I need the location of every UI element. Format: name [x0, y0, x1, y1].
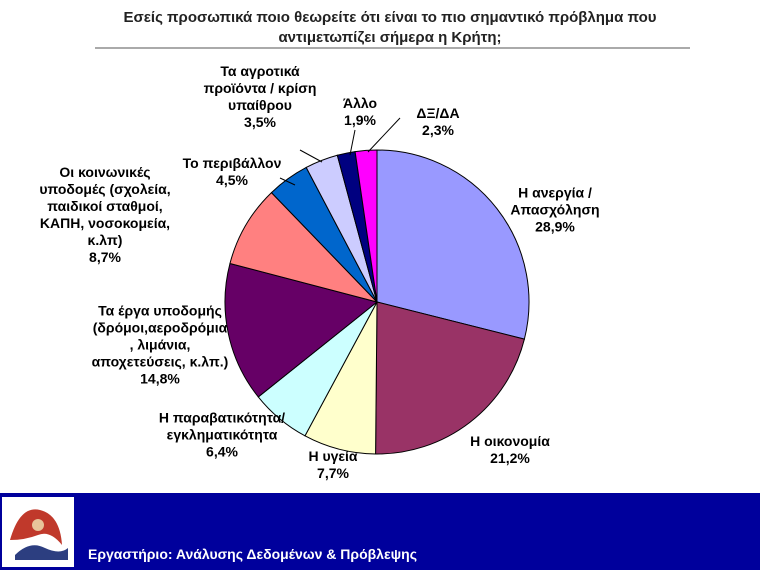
slice-label: ΔΞ/ΔΑ 2,3%	[416, 105, 459, 139]
slice-value: 1,9%	[344, 112, 376, 128]
slice-name: Οι κοινωνικές υποδομές (σχολεία, παιδικο…	[39, 164, 171, 248]
slice-value: 21,2%	[490, 450, 530, 466]
footer-bar	[0, 493, 760, 570]
slice-value: 14,8%	[140, 370, 180, 387]
slice-value: 28,9%	[535, 218, 575, 235]
slice-label: Τα έργα υποδομής (δρόμοι,αεροδρόμια , λι…	[92, 303, 229, 388]
slice-value: 4,5%	[216, 172, 248, 188]
slice-name: Η οικονομία	[470, 433, 550, 449]
pie-slice	[224, 262, 379, 398]
slice-value: 6,4%	[206, 443, 238, 460]
slice-label: Η οικονομία 21,2%	[470, 433, 550, 467]
slice-label: Τα αγροτικά προϊόντα / κρίση υπαίθρου 3,5…	[204, 63, 317, 131]
slice-name: Η παραβατικότητα/ εγκληματικότητα	[158, 409, 286, 443]
slice-name: ΔΞ/ΔΑ	[416, 105, 460, 121]
pie-slice	[354, 149, 378, 303]
logo	[10, 509, 68, 560]
leader-line	[279, 177, 296, 186]
slice-label: Το περιβάλλον 4,5%	[183, 155, 282, 189]
slice-name: Η υγεία	[308, 448, 358, 464]
pie-slice	[376, 149, 530, 340]
slice-label: Η ανεργία / Απασχόληση 28,9%	[510, 185, 599, 236]
slice-label: Η υγεία 7,7%	[308, 448, 357, 482]
slice-value: 3,5%	[244, 114, 276, 130]
slice-name: Το περιβάλλον	[182, 155, 282, 171]
leader-line	[367, 117, 401, 153]
footer-text: Εργαστήριο: Ανάλυσης Δεδομένων & Πρόβλεψ…	[88, 546, 417, 562]
slice-label: Οι κοινωνικές υποδομές (σχολεία, παιδικο…	[39, 164, 170, 266]
pie-slice	[375, 301, 525, 455]
slice-name: Τα έργα υποδομής (δρόμοι,αεροδρόμια , λι…	[91, 302, 229, 370]
chart-title: Εσείς προσωπικά ποιο θεωρείτε ότι είναι …	[123, 9, 657, 46]
pie-slice	[229, 191, 379, 303]
slice-value: 2,3%	[422, 122, 454, 138]
leader-line	[349, 129, 356, 156]
slice-value: 7,7%	[317, 465, 349, 481]
slice-name: Άλλο	[342, 95, 378, 111]
slice-label: Η παραβατικότητα/ εγκληματικότητα 6,4%	[159, 410, 285, 461]
leader-line	[299, 149, 323, 163]
slice-label: Άλλο 1,9%	[343, 95, 377, 129]
slice-name: Τα αγροτικά προϊόντα / κρίση υπαίθρου	[203, 63, 317, 113]
slice-value: 8,7%	[89, 249, 121, 265]
slice-name: Η ανεργία / Απασχόληση	[510, 184, 600, 218]
